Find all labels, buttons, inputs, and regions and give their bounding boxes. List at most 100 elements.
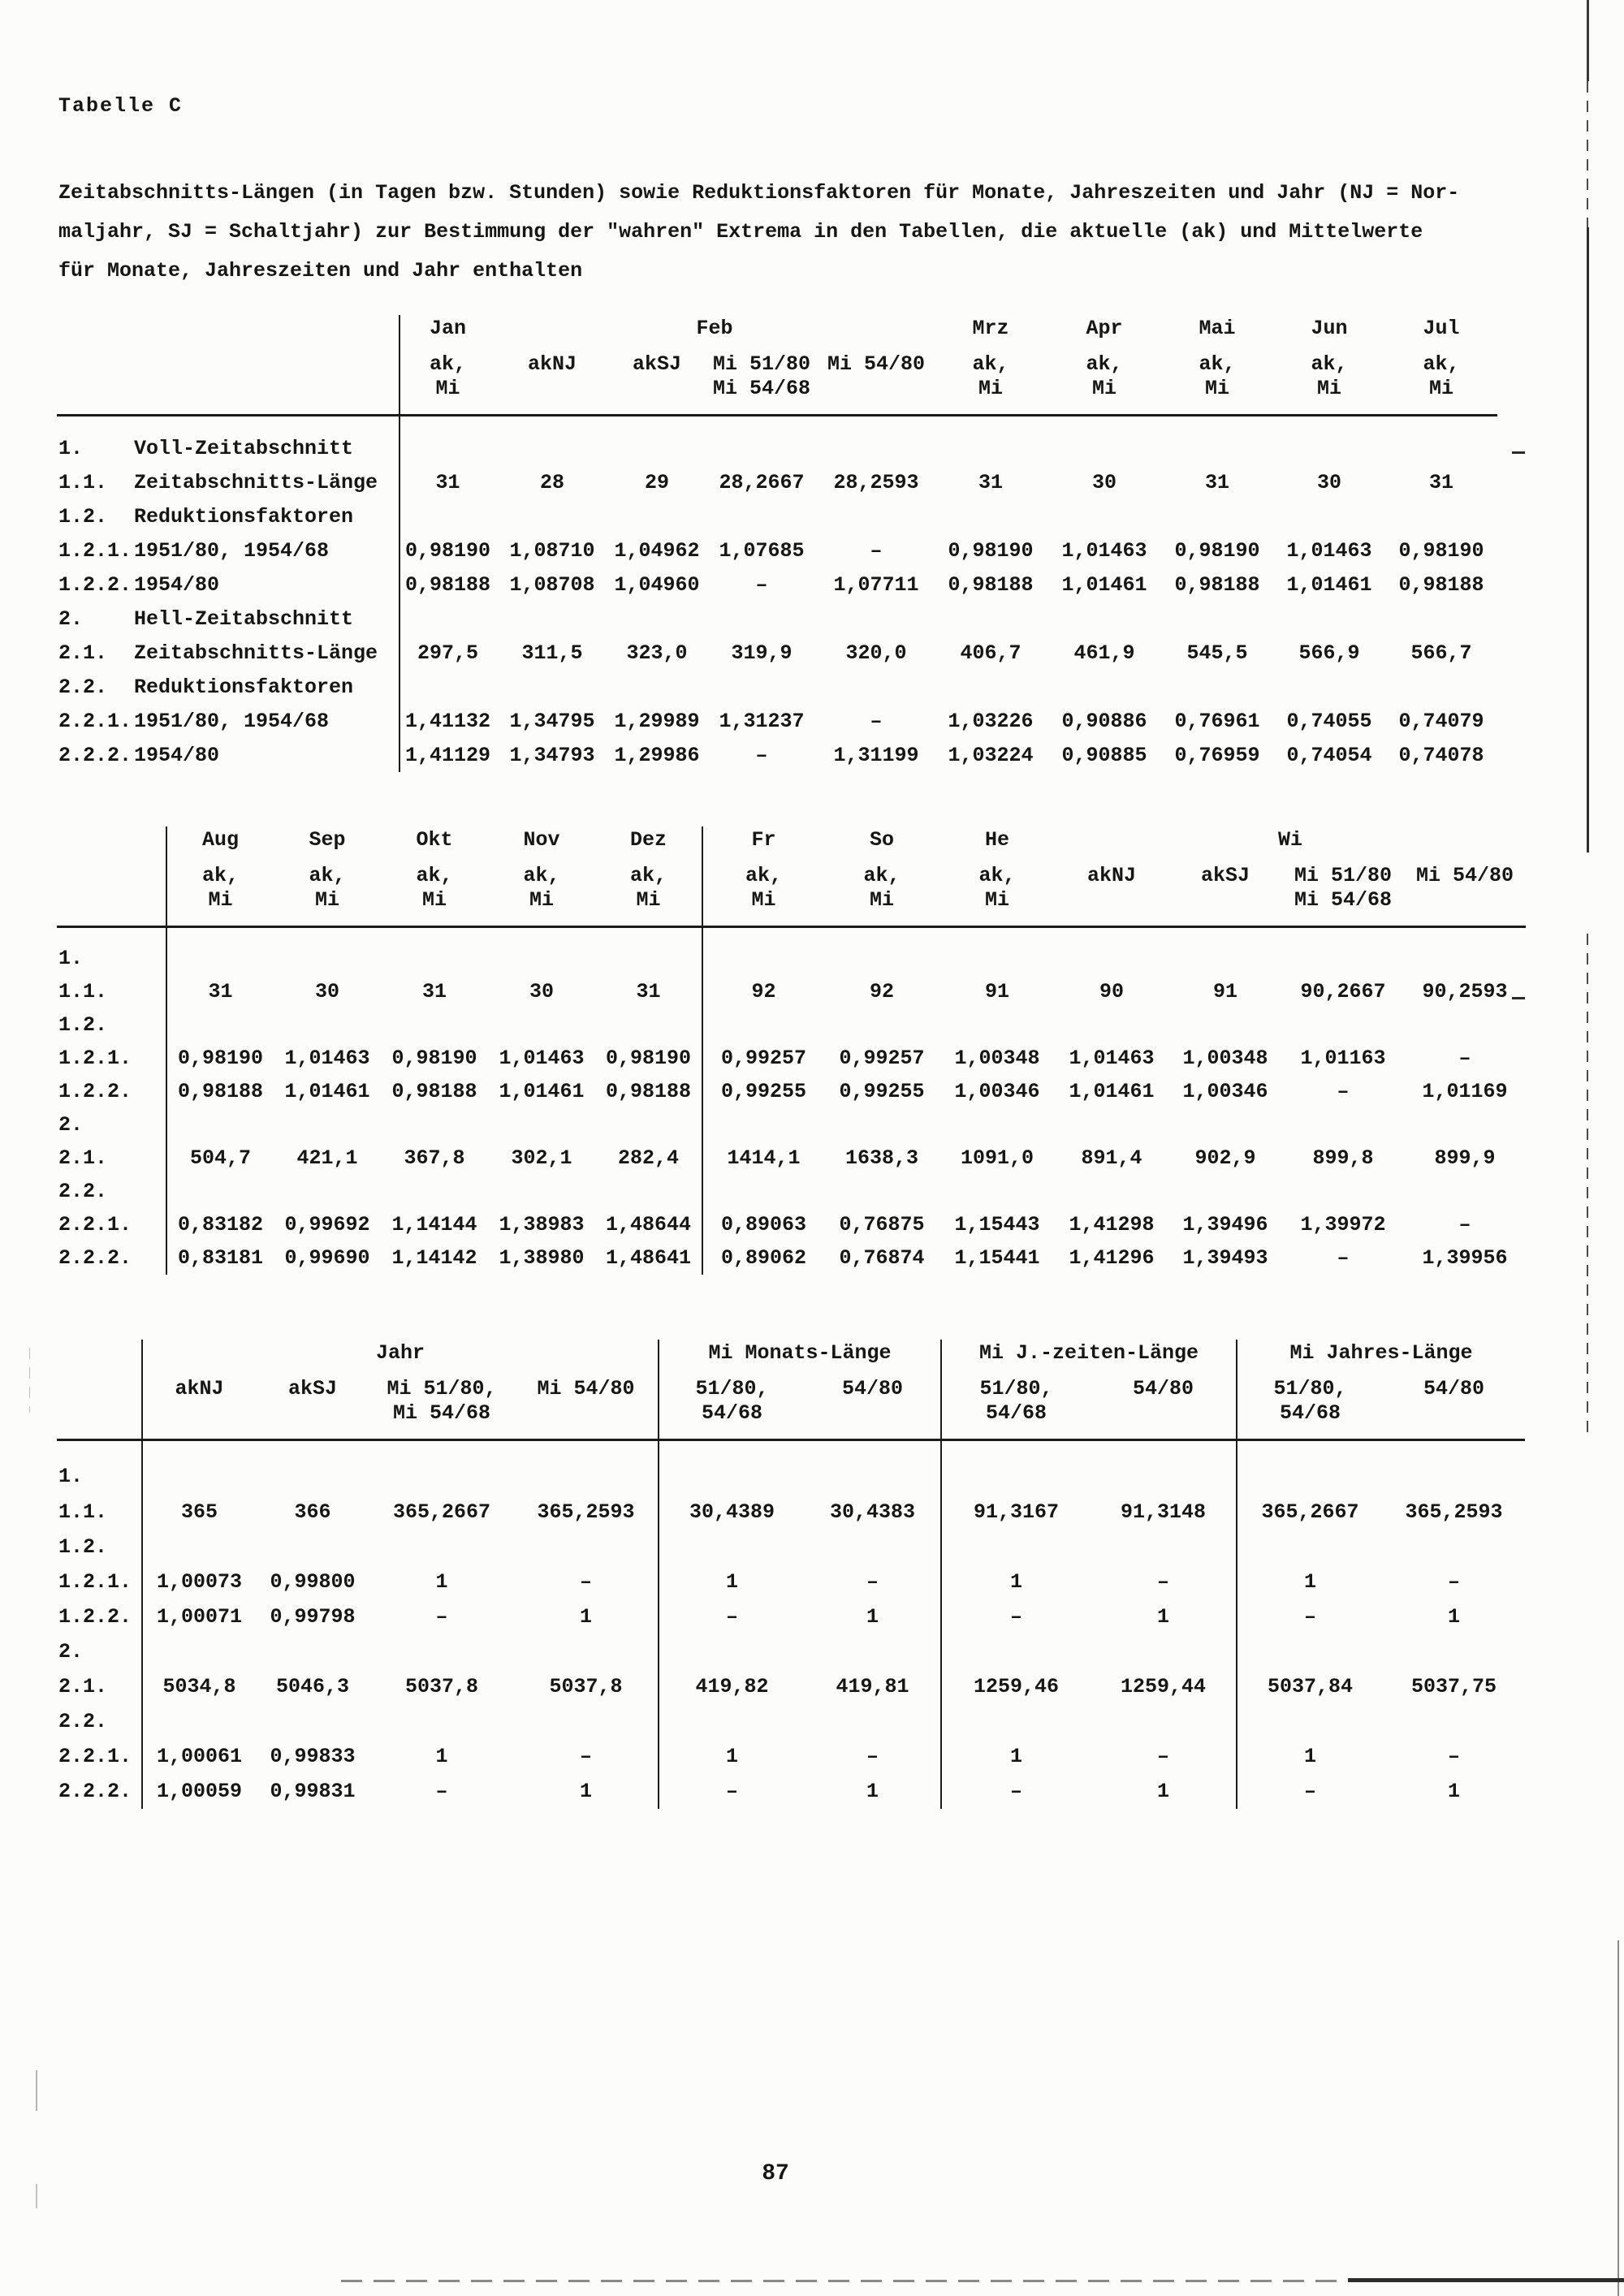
table-cell — [818, 499, 934, 533]
table-cell: 1091,0 — [960, 1146, 1034, 1170]
header-cell: ak, Mi — [1273, 352, 1385, 416]
table-cell — [1282, 1108, 1404, 1142]
table-cell: 1,34793 — [509, 743, 595, 767]
table-cell: 1,34795 — [509, 709, 595, 733]
table-cell: 91 — [1212, 980, 1237, 1003]
table-cell — [256, 1634, 369, 1669]
table-cell: 1,01461 — [284, 1080, 370, 1103]
header-cell: 54/80 — [1383, 1377, 1525, 1441]
months-table-body: 1. Voll-Zeitabschnitt 1.1. Zeitabschnitts-L… — [57, 415, 1497, 772]
table-cell — [1385, 499, 1497, 533]
table-cell: 0,89062 — [702, 1241, 824, 1275]
table-cell: 0,99831 — [270, 1780, 356, 1803]
table-cell: 0,98190 — [391, 1047, 477, 1070]
table-cell — [1404, 1008, 1526, 1042]
header-cell: ak, Mi — [1161, 352, 1273, 416]
table-cell — [381, 1008, 488, 1042]
table-cell: 31 — [1204, 470, 1229, 494]
table-cell: 902,9 — [1194, 1146, 1256, 1170]
header-row: Aug Sep Okt Nov Dez Fr So He Wi — [57, 826, 1526, 864]
header-cell: Aug — [166, 826, 274, 864]
table-cell: 899,9 — [1434, 1146, 1496, 1170]
table-cell — [514, 1530, 659, 1564]
table-cell: 1 — [866, 1780, 879, 1803]
table-cell: 0,98188 — [391, 1080, 477, 1103]
header-cell: ak, Mi — [595, 864, 702, 928]
table-cell: 461,9 — [1073, 641, 1135, 665]
header-cell — [57, 826, 166, 864]
table-cell — [805, 1704, 941, 1739]
table-cell: 1,01169 — [1422, 1080, 1508, 1103]
table-cell: 311,5 — [521, 641, 583, 665]
table-cell: 0,98188 — [1398, 572, 1484, 597]
table-cell — [818, 416, 934, 466]
table-cell: – — [870, 709, 883, 733]
table-cell: 0,83181 — [166, 1241, 274, 1275]
table-cell: 5037,84 — [1236, 1669, 1383, 1704]
header-cell: Apr — [1086, 317, 1123, 340]
table-cell — [595, 1008, 702, 1042]
table-cell — [1273, 416, 1385, 466]
table-cell: 1,00348 — [1182, 1047, 1268, 1070]
scan-bottom-line — [341, 2280, 1624, 2282]
table-cell — [488, 1175, 595, 1208]
table-row: 1.2. — [57, 1530, 1525, 1564]
table-cell: – — [1447, 1570, 1460, 1594]
table-row: 2.1. Zeitabschnitts-Länge 297,5 311,5 323,0 3… — [57, 636, 1497, 670]
table-cell: 0,98188 — [1174, 572, 1260, 597]
table-cell: 91 — [984, 980, 1009, 1003]
header-row: Jahr Mi Monats-Länge Mi J.-zeiten-Länge Mi … — [57, 1340, 1525, 1377]
table-cell: 566,9 — [1298, 641, 1360, 665]
header-cell: ak, Mi — [381, 864, 488, 928]
table-cell — [274, 1008, 381, 1042]
header-cell: 51/80, 54/68 — [658, 1377, 805, 1441]
table-cell — [1091, 1704, 1237, 1739]
row-number: 2. — [58, 1113, 84, 1137]
header-cell: ak, Mi — [1047, 352, 1161, 416]
table-cell: 1,07685 — [719, 538, 805, 563]
table-row: 2.2.1. 1,00061 0,99833 1 – 1 – 1 – 1 – — [57, 1739, 1525, 1774]
header-cell: akSJ — [256, 1377, 369, 1441]
table-cell: 1 — [866, 1605, 879, 1629]
table-cell: 1 — [579, 1605, 592, 1629]
table-cell — [369, 1530, 514, 1564]
header-cell: ak, Mi — [1385, 352, 1497, 416]
table-cell: 1,41296 — [1069, 1246, 1155, 1270]
table-cell — [934, 416, 1047, 466]
row-number: 1.2. — [58, 1013, 108, 1037]
table-cell — [1161, 499, 1273, 533]
table-cell: 1,29986 — [614, 743, 700, 767]
table-cell: 0,98190 — [605, 1047, 692, 1070]
table-cell: 1,38983 — [499, 1213, 585, 1236]
table-cell: 1,38980 — [499, 1246, 585, 1270]
header-cell: Jahr — [141, 1340, 659, 1377]
table-cell: 891,4 — [1081, 1146, 1142, 1170]
header-row: ak, Mi akNJ akSJ Mi 51/80 Mi 54/68 Mi 54/80 a… — [57, 352, 1497, 416]
table-cell: 0,98190 — [1174, 538, 1260, 563]
table-cell: 0,99798 — [270, 1605, 356, 1629]
header-cell: Mai — [1199, 317, 1236, 340]
table-cell: – — [579, 1570, 592, 1594]
header-cell: Okt — [416, 828, 453, 852]
table-cell: 1,39493 — [1182, 1246, 1268, 1270]
table-cell — [705, 602, 818, 636]
table-cell: 0,98188 — [166, 1075, 274, 1108]
table-cell: 1259,46 — [940, 1669, 1091, 1704]
table-cell: 1,08710 — [509, 538, 595, 563]
table-cell: 91,3148 — [1120, 1500, 1207, 1524]
header-cell: Fr — [702, 826, 824, 864]
table-cell: – — [940, 1774, 1091, 1809]
table-cell: 366 — [294, 1500, 331, 1524]
table-cell — [702, 1008, 824, 1042]
table-cell — [940, 1634, 1091, 1669]
table-cell — [1273, 499, 1385, 533]
header-cell: Mrz — [972, 317, 1009, 340]
table-cell: 1 — [1236, 1564, 1383, 1599]
header-cell: ak, Mi — [399, 352, 495, 416]
table-cell: 28 — [539, 470, 564, 494]
table-cell: 30 — [1316, 470, 1341, 494]
table-cell: 1,00071 — [141, 1599, 256, 1634]
year-table-head: Jahr Mi Monats-Länge Mi J.-zeiten-Länge Mi … — [57, 1340, 1525, 1441]
table-cell — [1055, 1008, 1168, 1042]
